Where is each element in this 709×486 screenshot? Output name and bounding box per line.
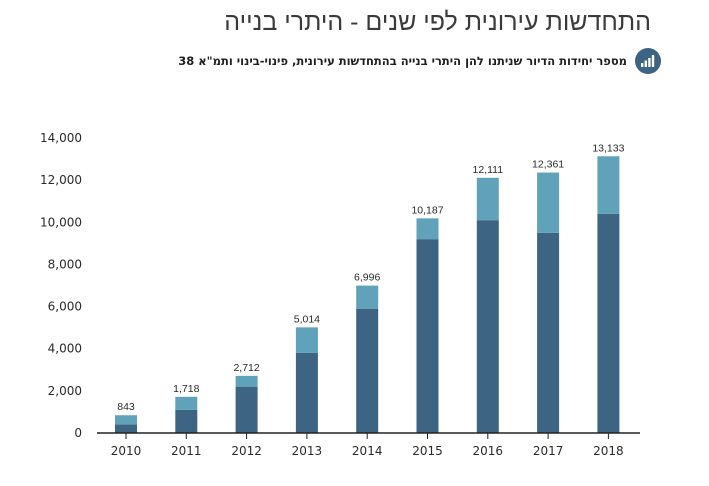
y-tick-label: 8,000	[48, 257, 82, 271]
y-axis: 0 2,000 4,000 6,000 8,000 10,000 12,000 14,000	[40, 131, 82, 440]
bar-base-segment	[416, 239, 439, 433]
bar-total-label: 1,718	[173, 383, 199, 395]
subtitle-row: מספר יחידות הדיור שניתנו להן היתרי בנייה…	[178, 48, 661, 74]
y-tick-label: 10,000	[40, 215, 82, 229]
bar-base-segment	[537, 232, 560, 433]
x-tick-label: 2012	[231, 444, 262, 458]
bar-top-segment	[416, 218, 439, 240]
bar-top-segment	[537, 172, 560, 233]
bar-top-segment	[175, 396, 198, 410]
bar-base-segment	[295, 352, 318, 433]
bar-top-segment	[235, 375, 258, 387]
x-tick-label: 2010	[111, 444, 142, 458]
bar-base-segment	[476, 220, 499, 433]
bar-total-label: 12,111	[473, 164, 504, 176]
bar-top-segment	[597, 156, 620, 214]
bar-base-segment	[356, 308, 379, 433]
bar-total-label: 6,996	[354, 272, 380, 284]
bar-top-segment	[115, 415, 137, 425]
bar-total-label: 843	[117, 401, 135, 413]
y-tick-label: 12,000	[40, 173, 82, 187]
bar-total-label: 2,712	[233, 362, 259, 374]
bars-group: 843 1,718 2,712 5,014 6,996 10,187 12,111 12,36…	[115, 142, 625, 433]
bar-top-segment	[356, 285, 379, 309]
bar-top-segment	[295, 327, 318, 353]
x-tick-label: 2011	[171, 444, 202, 458]
y-tick-label: 14,000	[40, 131, 82, 145]
bar-chart-icon	[635, 48, 661, 74]
y-tick-label: 2,000	[48, 384, 82, 398]
x-tick-label: 2018	[593, 444, 624, 458]
bar-total-label: 10,187	[411, 204, 443, 216]
x-axis: 2010 2011 2012 2013 2014 2015 2016 2017 2018	[97, 432, 640, 458]
chart-title: התחדשות עירונית לפי שנים - היתרי בנייה	[224, 8, 651, 36]
bar-top-segment	[476, 177, 499, 221]
y-tick-label: 0	[74, 426, 82, 440]
chart-subtitle: מספר יחידות הדיור שניתנו להן היתרי בנייה…	[178, 54, 627, 68]
x-tick-label: 2015	[412, 444, 443, 458]
y-tick-label: 4,000	[48, 342, 82, 356]
bar-base-segment	[597, 213, 620, 433]
bar-base-segment	[175, 409, 198, 433]
bar-total-label: 13,133	[592, 142, 624, 154]
x-tick-label: 2014	[352, 444, 383, 458]
bar-total-label: 5,014	[294, 313, 320, 325]
x-tick-label: 2017	[533, 444, 564, 458]
bar-base-segment	[235, 386, 258, 433]
x-tick-label: 2016	[473, 444, 504, 458]
bar-total-label: 12,361	[532, 159, 564, 171]
x-tick-label: 2013	[292, 444, 323, 458]
bar-base-segment	[115, 424, 137, 433]
y-tick-label: 6,000	[48, 300, 82, 314]
